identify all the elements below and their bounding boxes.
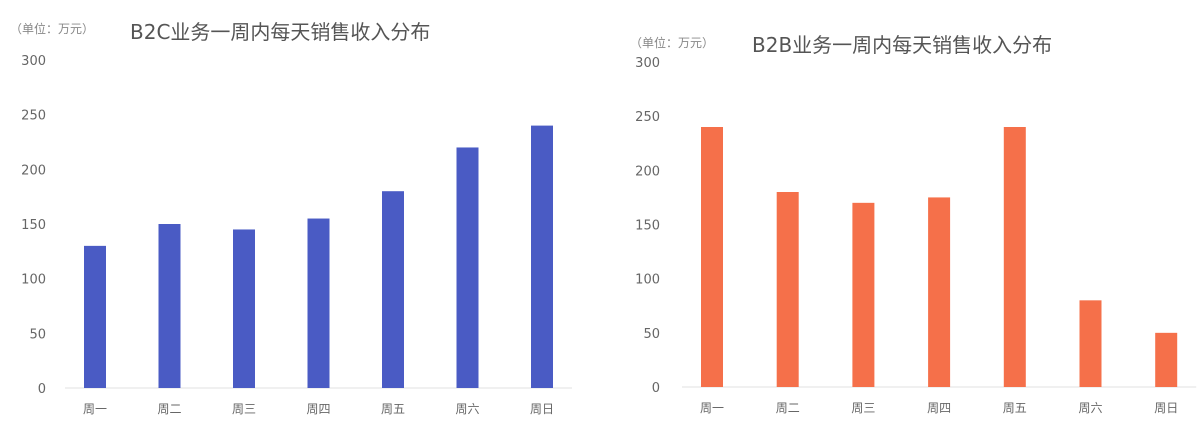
b2b-y-tick-label: 250 bbox=[635, 110, 660, 125]
b2b-chart-panel: （单位：万元） B2B业务一周内每天销售收入分布 0 50 100 150 200 250… bbox=[600, 0, 1197, 435]
b2b-x-tick-label: 周三 bbox=[851, 401, 875, 415]
b2c-x-tick-label: 周一 bbox=[83, 402, 107, 416]
b2b-y-tick-label: 200 bbox=[635, 164, 660, 179]
b2b-unit-label: （单位：万元） bbox=[630, 36, 715, 50]
b2c-x-tick-label: 周三 bbox=[232, 402, 256, 416]
b2b-bar bbox=[1003, 127, 1026, 387]
b2b-bar bbox=[852, 202, 875, 387]
b2c-y-tick-label: 100 bbox=[21, 273, 46, 288]
b2c-bar bbox=[307, 218, 330, 388]
b2b-chart-title: B2B业务一周内每天销售收入分布 bbox=[752, 33, 1053, 57]
b2b-x-tick-label: 周六 bbox=[1078, 401, 1102, 415]
b2b-x-tick-label: 周四 bbox=[927, 401, 951, 415]
b2b-bar bbox=[701, 127, 723, 387]
b2c-x-tick-label: 周四 bbox=[306, 402, 330, 416]
b2b-bar bbox=[928, 197, 951, 387]
b2c-y-tick-label: 50 bbox=[29, 327, 46, 342]
b2c-y-tick-label: 0 bbox=[38, 382, 46, 397]
b2b-y-tick-label: 50 bbox=[643, 327, 660, 342]
b2c-bar bbox=[84, 245, 106, 388]
b2c-chart-title: B2C业务一周内每天销售收入分布 bbox=[130, 20, 431, 44]
b2b-x-tick-label: 周日 bbox=[1154, 401, 1178, 415]
b2b-y-tick-label: 300 bbox=[635, 56, 660, 71]
b2b-bar bbox=[1155, 332, 1178, 387]
b2c-bar bbox=[233, 229, 255, 388]
b2b-x-tick-label: 周五 bbox=[1003, 401, 1027, 415]
b2b-bar bbox=[776, 192, 799, 387]
b2b-y-tick-label: 100 bbox=[635, 273, 660, 288]
b2c-x-tick-label: 周六 bbox=[455, 402, 479, 416]
b2b-bar-chart: 0 50 100 150 200 250 300 周一 周二 周三 周四 周五 周六 周日 bbox=[635, 56, 1197, 415]
b2c-chart-panel: （单位：万元） B2C业务一周内每天销售收入分布 0 50 100 150 200 250… bbox=[10, 20, 572, 416]
b2b-x-tick-label: 周二 bbox=[776, 401, 800, 415]
b2b-x-tick-label: 周一 bbox=[700, 401, 724, 415]
b2c-bar bbox=[456, 147, 479, 388]
b2c-bar-chart: 0 50 100 150 200 250 300 周一 周二 周三 周四 周五 周六 周日 bbox=[21, 54, 572, 416]
b2c-x-tick-label: 周五 bbox=[381, 402, 405, 416]
b2c-unit-label: （单位：万元） bbox=[10, 22, 95, 36]
b2b-y-tick-label: 150 bbox=[635, 219, 660, 234]
b2c-bar bbox=[531, 125, 553, 388]
b2b-bar bbox=[1079, 300, 1102, 387]
b2c-y-tick-label: 250 bbox=[21, 109, 46, 124]
b2c-bar bbox=[382, 191, 404, 388]
b2b-y-tick-label: 0 bbox=[652, 381, 660, 396]
b2c-bar bbox=[158, 224, 181, 388]
b2c-y-tick-label: 200 bbox=[21, 163, 46, 178]
b2c-y-tick-label: 300 bbox=[21, 54, 46, 69]
b2c-y-tick-label: 150 bbox=[21, 218, 46, 233]
b2c-x-tick-label: 周二 bbox=[157, 402, 181, 416]
b2c-x-tick-label: 周日 bbox=[530, 402, 554, 416]
